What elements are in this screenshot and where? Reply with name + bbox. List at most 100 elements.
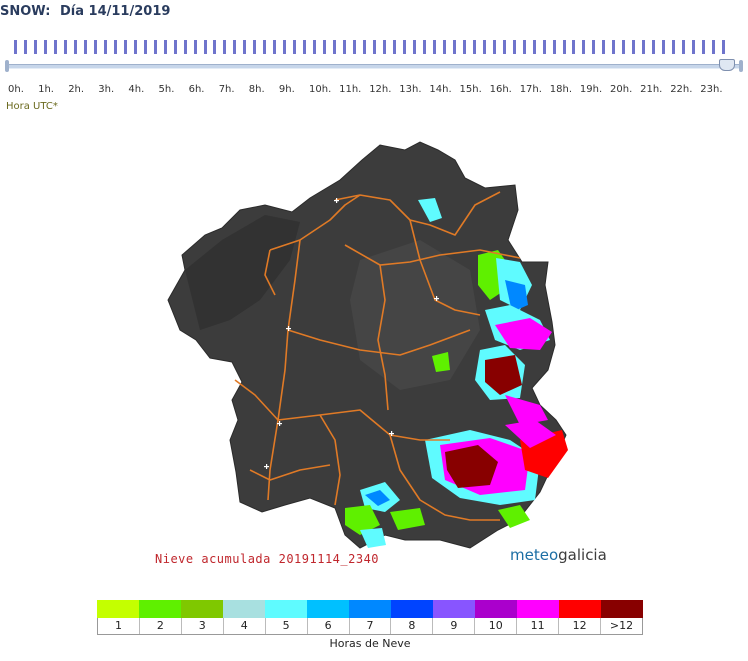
time-tick[interactable] bbox=[682, 40, 686, 54]
hour-label[interactable]: 4h. bbox=[128, 84, 145, 95]
time-tick[interactable] bbox=[572, 40, 576, 54]
time-tick[interactable] bbox=[472, 40, 476, 54]
time-tick[interactable] bbox=[14, 40, 17, 54]
hour-label[interactable]: 8h. bbox=[248, 84, 265, 95]
time-tick[interactable] bbox=[602, 40, 606, 54]
time-tick[interactable] bbox=[452, 40, 456, 54]
time-tick[interactable] bbox=[383, 40, 386, 54]
time-tick[interactable] bbox=[233, 40, 237, 54]
time-tick[interactable] bbox=[33, 40, 37, 54]
time-tick[interactable] bbox=[642, 40, 646, 54]
time-tick[interactable] bbox=[113, 40, 117, 54]
time-tick[interactable] bbox=[143, 40, 147, 54]
time-tick[interactable] bbox=[193, 40, 197, 54]
time-tick[interactable] bbox=[422, 40, 426, 54]
time-tick[interactable] bbox=[43, 40, 47, 54]
time-tick[interactable] bbox=[502, 40, 506, 54]
hour-label[interactable]: 12h. bbox=[369, 84, 392, 95]
time-tick[interactable] bbox=[612, 40, 616, 54]
time-tick[interactable] bbox=[333, 40, 337, 54]
hour-label[interactable]: 7h. bbox=[218, 84, 235, 95]
time-tick[interactable] bbox=[712, 40, 716, 54]
time-tick[interactable] bbox=[213, 40, 217, 54]
time-tick[interactable] bbox=[562, 40, 566, 54]
time-tick[interactable] bbox=[133, 40, 137, 54]
time-slider[interactable] bbox=[5, 59, 743, 72]
time-tick[interactable] bbox=[542, 40, 546, 54]
time-tick[interactable] bbox=[462, 40, 466, 54]
time-tick[interactable] bbox=[373, 40, 376, 54]
hour-label[interactable]: 2h. bbox=[68, 84, 85, 95]
time-tick[interactable] bbox=[702, 40, 706, 54]
time-tick[interactable] bbox=[592, 40, 596, 54]
time-tick[interactable] bbox=[263, 40, 267, 54]
hour-label[interactable]: 22h. bbox=[670, 84, 693, 95]
time-tick[interactable] bbox=[73, 40, 77, 54]
hour-label[interactable]: 6h. bbox=[188, 84, 205, 95]
time-tick[interactable] bbox=[442, 40, 446, 54]
time-tick[interactable] bbox=[672, 40, 676, 54]
time-tick[interactable] bbox=[412, 40, 416, 54]
time-tick[interactable] bbox=[392, 40, 396, 54]
time-tick[interactable] bbox=[632, 40, 636, 54]
time-tick[interactable] bbox=[482, 40, 486, 54]
time-tick[interactable] bbox=[622, 40, 626, 54]
time-tick[interactable] bbox=[63, 40, 67, 54]
hour-label[interactable]: 3h. bbox=[98, 84, 115, 95]
time-tick[interactable] bbox=[93, 40, 97, 54]
time-tick[interactable] bbox=[722, 40, 725, 54]
hour-label[interactable]: 0h. bbox=[8, 84, 24, 95]
hour-label[interactable]: 13h. bbox=[399, 84, 422, 95]
hour-label[interactable]: 19h. bbox=[579, 84, 603, 95]
hour-label[interactable]: 11h. bbox=[339, 84, 362, 95]
hour-label[interactable]: 10h. bbox=[309, 84, 332, 95]
hour-label[interactable]: 17h. bbox=[519, 84, 542, 95]
hour-label[interactable]: 21h. bbox=[640, 84, 663, 95]
time-tick[interactable] bbox=[323, 40, 327, 54]
time-tick[interactable] bbox=[552, 40, 556, 54]
time-tick[interactable] bbox=[123, 40, 127, 54]
time-tick[interactable] bbox=[173, 40, 177, 54]
time-tick[interactable] bbox=[223, 40, 227, 54]
time-tick[interactable] bbox=[283, 40, 287, 54]
time-tick[interactable] bbox=[243, 40, 247, 54]
time-tick[interactable] bbox=[492, 40, 496, 54]
hour-label[interactable]: 23h. bbox=[700, 84, 723, 95]
hour-label[interactable]: 18h. bbox=[549, 84, 573, 95]
time-tick[interactable] bbox=[692, 40, 696, 54]
hour-label[interactable]: 14h. bbox=[429, 84, 452, 95]
time-tick[interactable] bbox=[582, 40, 586, 54]
time-tick[interactable] bbox=[303, 40, 307, 54]
hour-label[interactable]: 15h. bbox=[459, 84, 482, 95]
time-tick[interactable] bbox=[522, 40, 526, 54]
time-tick[interactable] bbox=[353, 40, 357, 54]
time-tick[interactable] bbox=[512, 40, 516, 54]
time-tick[interactable] bbox=[293, 40, 297, 54]
hour-label[interactable]: 9h. bbox=[278, 84, 295, 95]
time-tick[interactable] bbox=[532, 40, 536, 54]
time-tick[interactable] bbox=[153, 40, 157, 54]
slider-track[interactable] bbox=[5, 64, 743, 69]
time-tick[interactable] bbox=[163, 40, 167, 54]
time-tick[interactable] bbox=[363, 40, 366, 54]
time-tick[interactable] bbox=[432, 40, 436, 54]
hour-label[interactable]: 20h. bbox=[610, 84, 633, 95]
time-tick[interactable] bbox=[24, 40, 27, 54]
time-tick[interactable] bbox=[273, 40, 277, 54]
time-tick[interactable] bbox=[203, 40, 207, 54]
slider-thumb[interactable] bbox=[719, 59, 735, 71]
hour-label[interactable]: 1h. bbox=[38, 84, 54, 95]
time-tick[interactable] bbox=[313, 40, 317, 54]
hour-label[interactable]: 5h. bbox=[158, 84, 175, 95]
time-tick[interactable] bbox=[183, 40, 187, 54]
time-tick[interactable] bbox=[402, 40, 406, 54]
time-tick[interactable] bbox=[343, 40, 347, 54]
time-tick[interactable] bbox=[53, 40, 57, 54]
time-tick[interactable] bbox=[103, 40, 107, 54]
time-tick[interactable] bbox=[83, 40, 87, 54]
time-tick[interactable] bbox=[253, 40, 257, 54]
hour-label[interactable]: 16h. bbox=[489, 84, 512, 95]
time-ticks[interactable] bbox=[14, 40, 732, 54]
time-tick[interactable] bbox=[652, 40, 656, 54]
time-tick[interactable] bbox=[662, 40, 666, 54]
